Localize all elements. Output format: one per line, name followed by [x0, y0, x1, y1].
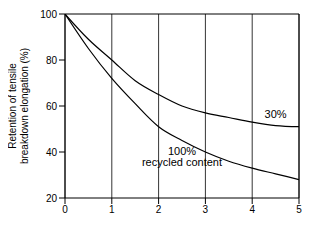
svg-text:1: 1 — [109, 204, 115, 215]
svg-text:5: 5 — [296, 204, 302, 215]
svg-text:Retention of tensilebreakdown: Retention of tensilebreakdown elongation… — [8, 48, 30, 164]
svg-text:4: 4 — [249, 204, 255, 215]
svg-text:80: 80 — [46, 55, 58, 66]
svg-text:100: 100 — [40, 9, 57, 20]
svg-text:60: 60 — [46, 101, 58, 112]
svg-text:20: 20 — [46, 193, 58, 204]
svg-text:2: 2 — [156, 204, 162, 215]
svg-text:100%recycled content: 100%recycled content — [142, 145, 222, 168]
svg-text:40: 40 — [46, 147, 58, 158]
svg-text:0: 0 — [62, 204, 68, 215]
svg-text:30%: 30% — [265, 108, 287, 120]
svg-text:3: 3 — [203, 204, 209, 215]
